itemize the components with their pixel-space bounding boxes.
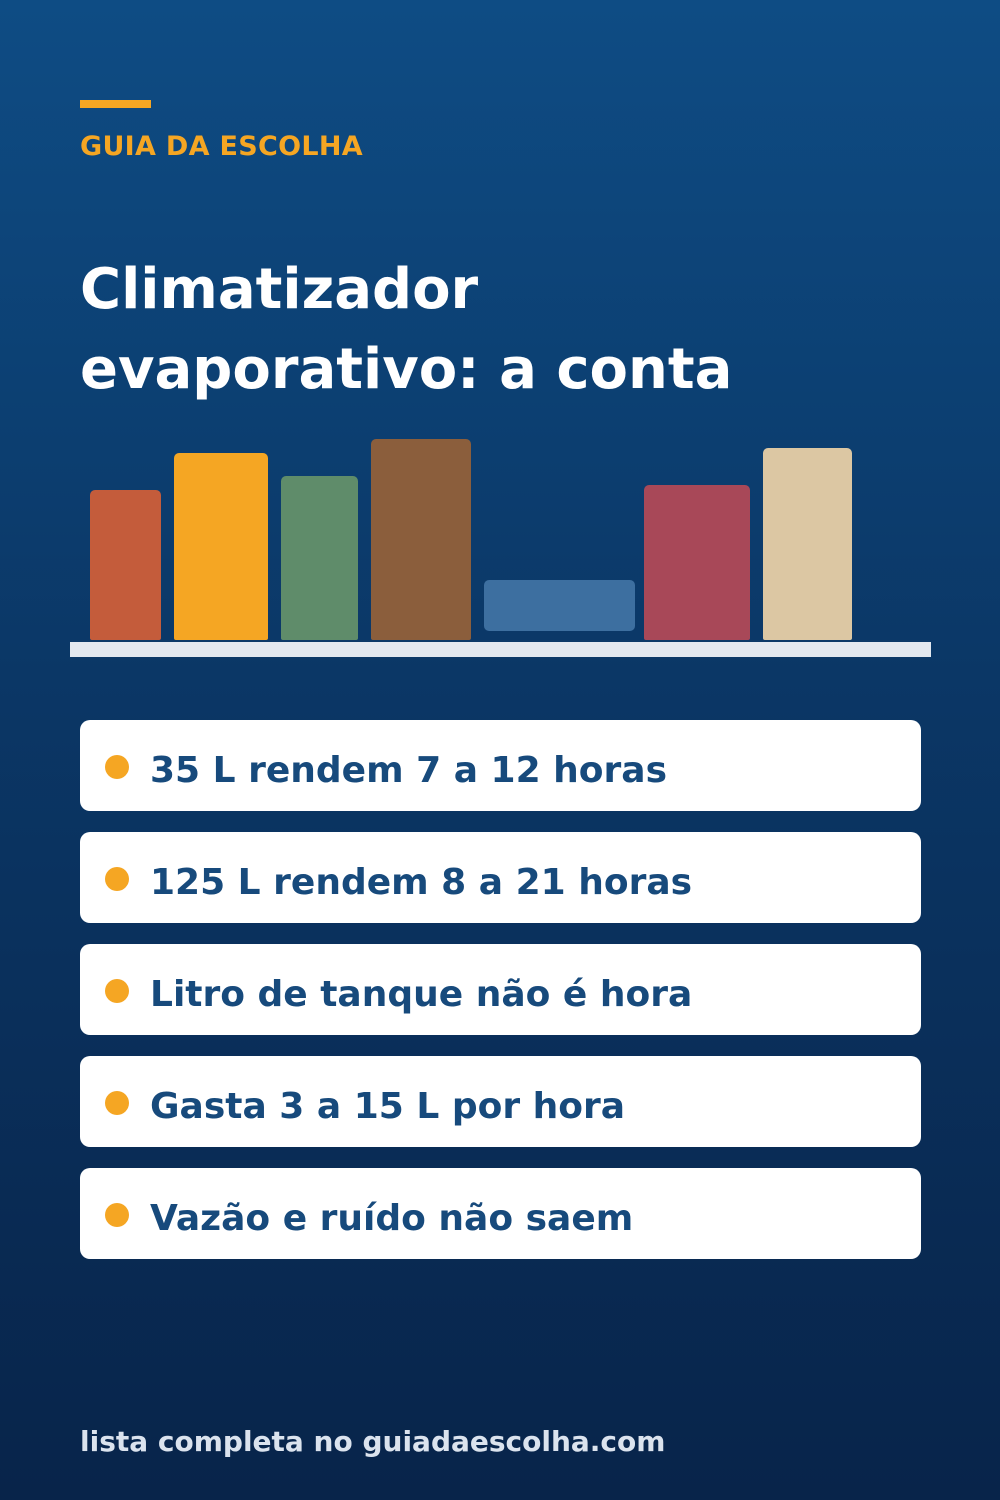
book-icon [371,439,471,640]
title-line-1: Climatizador [80,257,479,322]
brand-label: GUIA DA ESCOLHA [80,131,363,162]
page-title: Climatizador evaporativo: a conta [80,250,920,410]
footer-link-text: lista completa no guiadaescolha.com [80,1425,666,1458]
list-item-text: Vazão e ruído não saem [150,1198,634,1239]
list-item-text: Litro de tanque não é hora [150,974,693,1015]
accent-bar [80,100,151,108]
bullet-dot-icon [105,1091,129,1115]
bookshelf-illustration [0,430,1000,670]
points-list: 35 L rendem 7 a 12 horas 125 L rendem 8 … [80,720,921,1280]
list-item: Litro de tanque não é hora [80,944,921,1035]
bullet-dot-icon [105,1203,129,1227]
book-lying-icon [484,580,635,631]
list-item: Gasta 3 a 15 L por hora [80,1056,921,1147]
book-icon [644,485,750,640]
list-item: 125 L rendem 8 a 21 horas [80,832,921,923]
list-item-text: 125 L rendem 8 a 21 horas [150,862,693,903]
book-icon [281,476,358,640]
bullet-dot-icon [105,867,129,891]
list-item-text: Gasta 3 a 15 L por hora [150,1086,626,1127]
list-item: 35 L rendem 7 a 12 horas [80,720,921,811]
book-icon [90,490,161,640]
book-icon [174,453,268,640]
bullet-dot-icon [105,979,129,1003]
list-item-text: 35 L rendem 7 a 12 horas [150,750,668,791]
title-line-2: evaporativo: a conta [80,337,733,402]
list-item: Vazão e ruído não saem [80,1168,921,1259]
book-icon [763,448,852,640]
shelf-plank [70,642,931,657]
bullet-dot-icon [105,755,129,779]
